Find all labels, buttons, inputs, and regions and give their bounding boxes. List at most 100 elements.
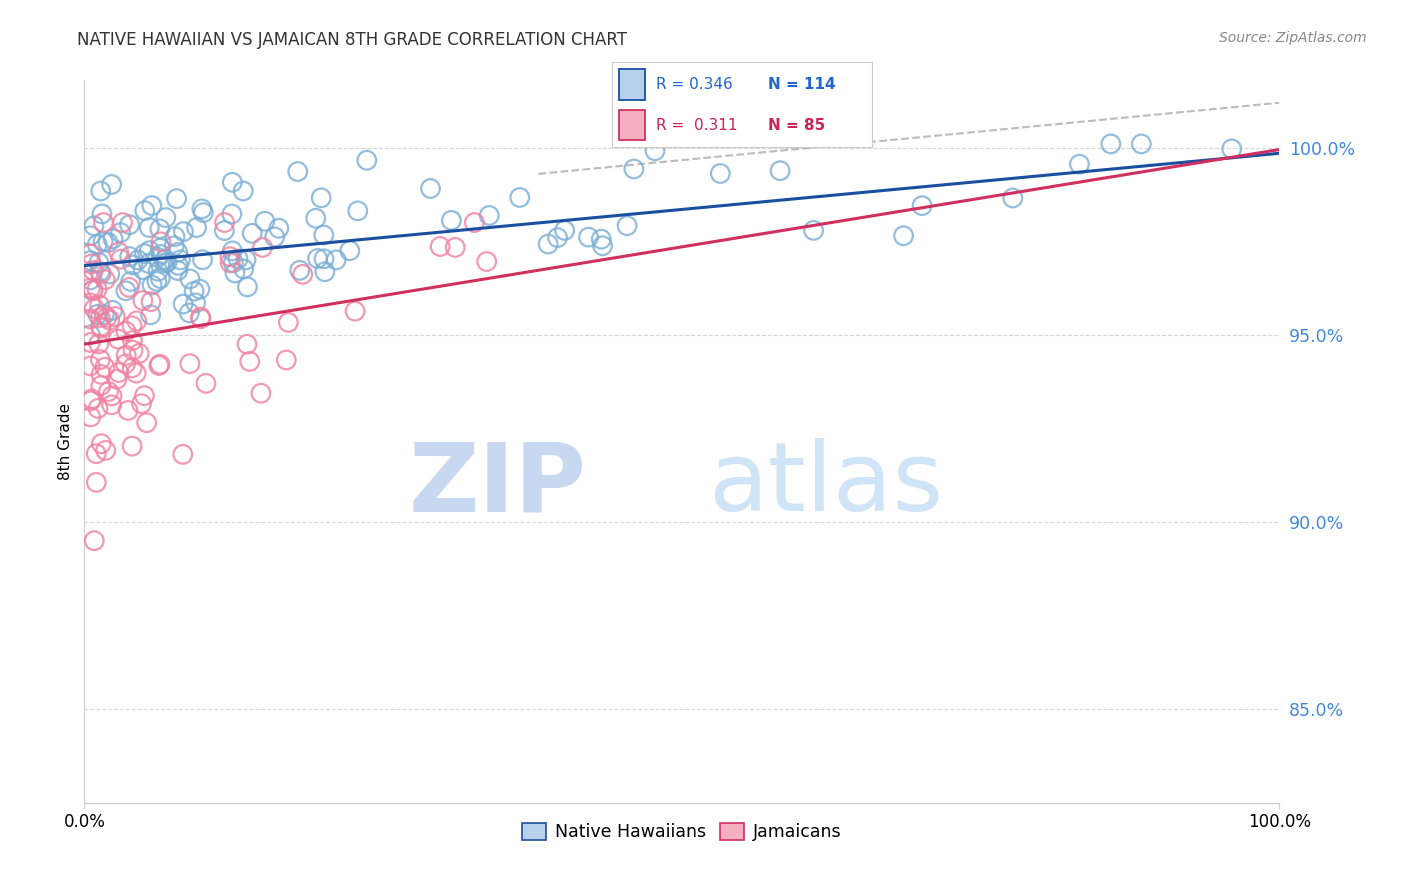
Point <box>125 314 148 328</box>
Point <box>193 205 215 219</box>
Point <box>90 319 112 334</box>
Point <box>1001 191 1024 205</box>
Point <box>172 225 194 239</box>
Point <box>1069 157 1091 171</box>
Point <box>616 219 638 233</box>
Point <box>90 368 112 382</box>
Point <box>267 221 290 235</box>
Point <box>339 244 361 258</box>
Point <box>82 283 104 297</box>
Point <box>239 354 262 368</box>
FancyBboxPatch shape <box>620 70 645 100</box>
Point <box>276 353 298 368</box>
Point <box>89 310 111 325</box>
Text: Source: ZipAtlas.com: Source: ZipAtlas.com <box>1219 31 1367 45</box>
Point <box>104 310 127 324</box>
Point <box>224 266 246 280</box>
Point <box>107 332 129 346</box>
Point <box>222 256 245 270</box>
Point <box>110 252 132 267</box>
Point <box>134 389 156 403</box>
Point <box>82 284 104 298</box>
Point <box>134 246 156 260</box>
Point <box>149 357 172 371</box>
Point <box>87 255 110 269</box>
Point <box>188 282 211 296</box>
Point <box>547 230 569 244</box>
Point <box>94 443 117 458</box>
Point <box>121 360 143 375</box>
Text: R =  0.311: R = 0.311 <box>655 118 737 133</box>
Point <box>101 389 124 403</box>
Point <box>141 278 163 293</box>
Point <box>191 252 214 267</box>
Point <box>138 256 160 270</box>
Point <box>578 230 600 244</box>
Point <box>419 181 441 195</box>
Point <box>101 303 124 318</box>
Point <box>132 293 155 308</box>
Point <box>644 144 666 158</box>
Point <box>79 335 101 350</box>
Point <box>190 310 212 324</box>
Point <box>118 218 141 232</box>
Point <box>240 227 263 241</box>
Point <box>94 360 117 375</box>
Point <box>117 403 139 417</box>
Point <box>314 265 336 279</box>
Point <box>138 244 160 258</box>
Point <box>83 219 105 233</box>
Point <box>96 310 118 325</box>
Point <box>135 416 157 430</box>
Point <box>169 252 191 267</box>
Point <box>90 321 112 335</box>
Point <box>803 223 825 237</box>
Point <box>138 220 160 235</box>
Point <box>114 357 136 371</box>
Point <box>93 215 115 229</box>
Point <box>509 190 531 204</box>
Point <box>312 252 335 266</box>
Point <box>183 285 205 299</box>
Text: ZIP: ZIP <box>408 438 586 532</box>
Point <box>184 296 207 310</box>
Point <box>236 337 259 351</box>
Point <box>120 274 142 288</box>
Point <box>1220 142 1243 156</box>
Point <box>87 307 110 321</box>
Point <box>312 227 335 242</box>
Point <box>94 273 117 287</box>
Point <box>287 164 309 178</box>
Point <box>444 240 467 254</box>
Point <box>87 337 110 351</box>
Point <box>79 394 101 409</box>
Point <box>214 215 236 229</box>
Point <box>146 274 169 288</box>
Point <box>250 386 273 401</box>
Point <box>156 255 179 269</box>
Text: atlas: atlas <box>707 438 943 532</box>
Point <box>277 315 299 329</box>
Point <box>132 262 155 277</box>
Point <box>214 223 236 237</box>
Point <box>218 250 240 264</box>
Point <box>1099 136 1122 151</box>
Point <box>155 252 177 267</box>
Point <box>190 311 212 326</box>
Point <box>236 280 259 294</box>
Point <box>252 240 274 254</box>
Point <box>253 214 276 228</box>
Point <box>149 247 172 261</box>
Point <box>91 235 114 249</box>
Point <box>148 359 170 373</box>
Point <box>93 308 115 322</box>
Point <box>111 215 134 229</box>
Point <box>89 298 111 312</box>
Point <box>90 436 112 450</box>
Point <box>90 378 112 392</box>
Point <box>166 192 188 206</box>
Point <box>84 475 107 490</box>
Point <box>84 447 107 461</box>
Point <box>86 237 108 252</box>
Point <box>83 301 105 316</box>
